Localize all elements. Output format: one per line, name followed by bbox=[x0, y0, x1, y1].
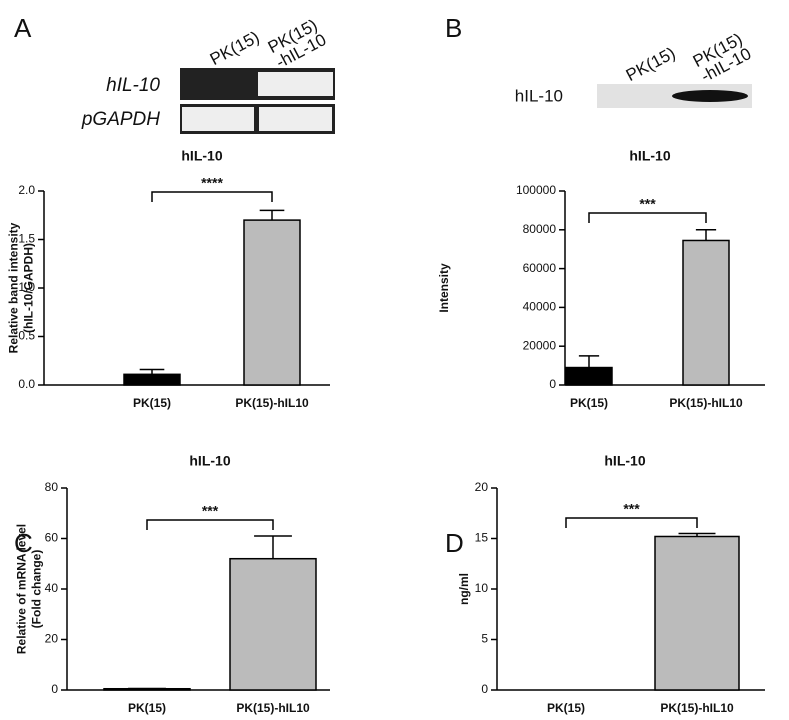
gel-row-label: pGAPDH bbox=[81, 109, 160, 130]
bar bbox=[654, 535, 740, 691]
y-tick-label: 0.0 bbox=[18, 377, 35, 391]
chart-title: hIL-10 bbox=[181, 148, 222, 164]
y-tick-label: 80000 bbox=[523, 222, 557, 236]
bar bbox=[229, 557, 317, 691]
y-tick-label: 2.0 bbox=[18, 183, 35, 197]
y-tick-label: 60 bbox=[45, 531, 59, 545]
y-tick-label: 0 bbox=[549, 377, 556, 391]
error-bar bbox=[678, 532, 716, 537]
bar bbox=[123, 373, 181, 386]
bar bbox=[682, 239, 730, 386]
panel-letter: D bbox=[445, 528, 464, 558]
x-tick-label: PK(15) bbox=[547, 701, 585, 715]
y-axis-label: Relative band intensity bbox=[7, 222, 21, 353]
error-bar bbox=[578, 355, 600, 368]
panel-letter: A bbox=[14, 13, 32, 43]
y-tick-label: 40 bbox=[45, 581, 59, 595]
y-axis-label: Relative of mRNA level bbox=[15, 524, 29, 654]
y-axis-label: (Fold change) bbox=[30, 550, 44, 629]
x-tick-label: PK(15) bbox=[570, 396, 608, 410]
y-tick-label: 5 bbox=[481, 632, 488, 646]
y-tick-label: 80 bbox=[45, 480, 59, 494]
y-tick-label: 0 bbox=[481, 682, 488, 696]
x-tick-label: PK(15)-hIL10 bbox=[660, 701, 734, 715]
blot-row-label: hIL-10 bbox=[515, 86, 563, 105]
significance-label: *** bbox=[623, 501, 640, 517]
y-tick-label: 20000 bbox=[523, 338, 557, 352]
lane-label: PK(15)-hIL-10 bbox=[690, 29, 754, 86]
lane-label: PK(15) bbox=[623, 44, 679, 86]
panel-letter: C bbox=[14, 528, 33, 558]
y-tick-label: 15 bbox=[475, 531, 489, 545]
chart-title: hIL-10 bbox=[189, 453, 230, 469]
y-tick-label: 1.5 bbox=[18, 232, 35, 246]
x-tick-label: PK(15)-hIL10 bbox=[235, 396, 309, 410]
lane-label: PK(15) bbox=[207, 28, 263, 70]
bar bbox=[243, 219, 301, 386]
significance-bracket bbox=[151, 191, 273, 202]
error-bar bbox=[259, 209, 285, 221]
y-axis-label: Intensity bbox=[437, 263, 451, 313]
significance-bracket bbox=[146, 519, 274, 530]
y-axis-label: (hIL-10/GAPDH) bbox=[22, 243, 36, 333]
error-bar bbox=[139, 368, 165, 375]
x-tick-label: PK(15)-hIL10 bbox=[236, 701, 310, 715]
chart-title: hIL-10 bbox=[604, 453, 645, 469]
y-axis-label: ng/ml bbox=[457, 573, 471, 605]
significance-label: **** bbox=[201, 175, 223, 191]
gel-row-label: hIL-10 bbox=[106, 75, 160, 96]
y-tick-label: 20 bbox=[45, 632, 59, 646]
significance-bracket bbox=[588, 212, 707, 223]
panel-letter: B bbox=[445, 13, 462, 43]
y-tick-label: 0.5 bbox=[18, 329, 35, 343]
x-tick-label: PK(15) bbox=[128, 701, 166, 715]
error-bar bbox=[254, 535, 292, 559]
chart-title: hIL-10 bbox=[629, 148, 670, 164]
gel-image bbox=[180, 68, 335, 134]
y-tick-label: 40000 bbox=[523, 300, 557, 314]
error-bar bbox=[695, 229, 717, 241]
x-tick-label: PK(15) bbox=[133, 396, 171, 410]
significance-label: *** bbox=[202, 503, 219, 519]
y-tick-label: 60000 bbox=[523, 261, 557, 275]
x-tick-label: PK(15)-hIL10 bbox=[669, 396, 743, 410]
blot-image bbox=[597, 84, 752, 108]
y-tick-label: 0 bbox=[51, 682, 58, 696]
lane-label: PK(15)-hIL-10 bbox=[265, 15, 329, 72]
y-tick-label: 20 bbox=[475, 480, 489, 494]
significance-label: *** bbox=[639, 196, 656, 212]
y-tick-label: 100000 bbox=[516, 183, 556, 197]
y-tick-label: 10 bbox=[475, 581, 489, 595]
y-tick-label: 1.0 bbox=[18, 280, 35, 294]
bar bbox=[565, 366, 613, 386]
significance-bracket bbox=[565, 517, 698, 528]
